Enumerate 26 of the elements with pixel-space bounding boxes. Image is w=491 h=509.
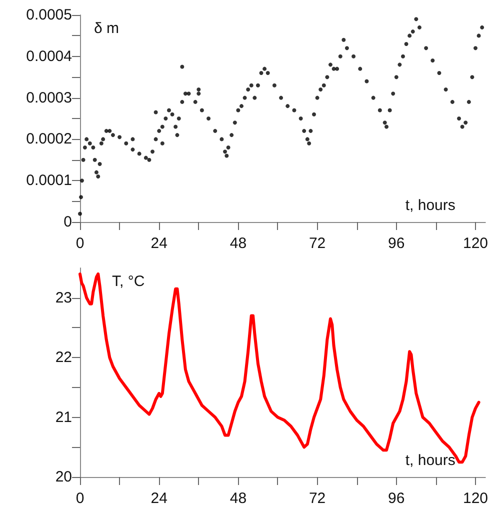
y-tick-label: 0.0003 — [26, 89, 72, 106]
x-tick-label: 96 — [388, 235, 405, 252]
y-tick-label: 21 — [55, 408, 72, 426]
x-tick-label: 24 — [150, 235, 168, 252]
x-tick-label: 0 — [76, 235, 84, 252]
y-tick-label: 0.0002 — [26, 130, 72, 148]
y-tick-label: 20 — [55, 468, 72, 486]
y-tick-label: 0.0001 — [26, 172, 72, 190]
y-axis-title: T, °C — [112, 273, 145, 290]
x-tick-label: 120 — [462, 490, 488, 507]
x-tick-label: 72 — [308, 490, 326, 507]
y-tick-label: 0.0004 — [26, 48, 72, 65]
y-tick-label: 0 — [64, 214, 72, 230]
y-tick-label: 23 — [55, 289, 72, 306]
x-tick-label: 48 — [230, 490, 247, 507]
x-axis-title: t, hours — [405, 452, 456, 469]
x-tick-label: 96 — [388, 490, 405, 507]
x-tick-label: 120 — [462, 235, 488, 252]
x-tick-label: 24 — [150, 490, 168, 507]
y-axis-title: δ m — [94, 20, 120, 37]
x-tick-label: 0 — [76, 490, 84, 507]
y-tick-label: 22 — [55, 349, 72, 366]
x-axis-title: t, hours — [405, 197, 456, 214]
x-tick-label: 72 — [308, 235, 326, 252]
y-tick-label: 0.0005 — [26, 6, 72, 24]
x-tick-label: 48 — [230, 235, 247, 252]
